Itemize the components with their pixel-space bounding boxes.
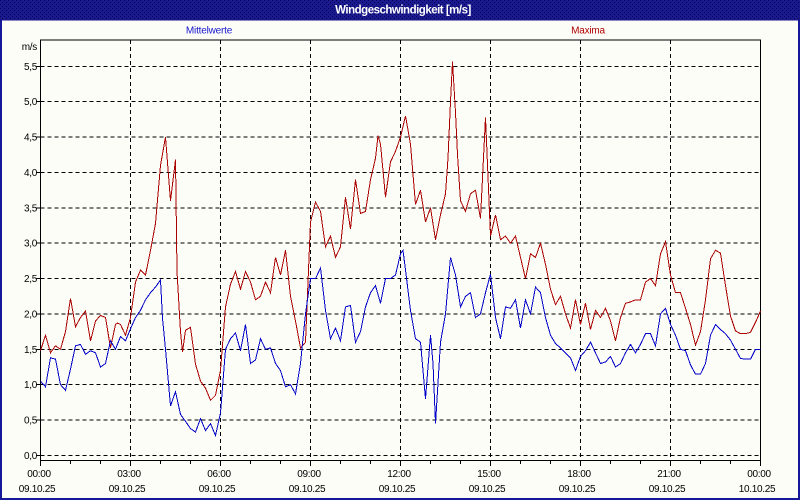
svg-text:0,5: 0,5	[24, 416, 38, 427]
svg-text:18:00: 18:00	[567, 469, 591, 480]
svg-text:1,0: 1,0	[24, 380, 38, 391]
svg-text:09.10.25: 09.10.25	[379, 484, 416, 495]
svg-text:4,0: 4,0	[24, 168, 38, 179]
svg-text:21:00: 21:00	[657, 469, 681, 480]
svg-text:3,0: 3,0	[24, 239, 38, 250]
svg-text:12:00: 12:00	[387, 469, 411, 480]
svg-text:10.10.25: 10.10.25	[739, 484, 776, 495]
svg-text:3,5: 3,5	[24, 203, 38, 214]
svg-text:09.10.25: 09.10.25	[109, 484, 146, 495]
svg-text:Maxima: Maxima	[571, 26, 605, 37]
svg-text:09.10.25: 09.10.25	[289, 484, 326, 495]
svg-text:09.10.25: 09.10.25	[649, 484, 686, 495]
svg-text:09:00: 09:00	[297, 469, 321, 480]
svg-text:Windgeschwindigkeit [m/s]: Windgeschwindigkeit [m/s]	[335, 5, 471, 17]
svg-text:4,5: 4,5	[24, 133, 38, 144]
svg-text:09.10.25: 09.10.25	[19, 484, 56, 495]
svg-text:5,5: 5,5	[24, 62, 38, 73]
svg-text:1,5: 1,5	[24, 345, 38, 356]
svg-text:5,0: 5,0	[24, 97, 38, 108]
svg-text:2,0: 2,0	[24, 309, 38, 320]
svg-text:06:00: 06:00	[207, 469, 231, 480]
svg-text:15:00: 15:00	[477, 469, 501, 480]
svg-text:09.10.25: 09.10.25	[199, 484, 236, 495]
svg-text:m/s: m/s	[22, 42, 38, 53]
svg-text:09.10.25: 09.10.25	[559, 484, 596, 495]
svg-text:09.10.25: 09.10.25	[469, 484, 506, 495]
svg-text:03:00: 03:00	[117, 469, 141, 480]
svg-text:0,0: 0,0	[24, 451, 38, 462]
svg-text:00:00: 00:00	[27, 469, 51, 480]
svg-text:2,5: 2,5	[24, 274, 38, 285]
svg-text:Mittelwerte: Mittelwerte	[186, 26, 233, 37]
svg-text:00:00: 00:00	[747, 469, 771, 480]
